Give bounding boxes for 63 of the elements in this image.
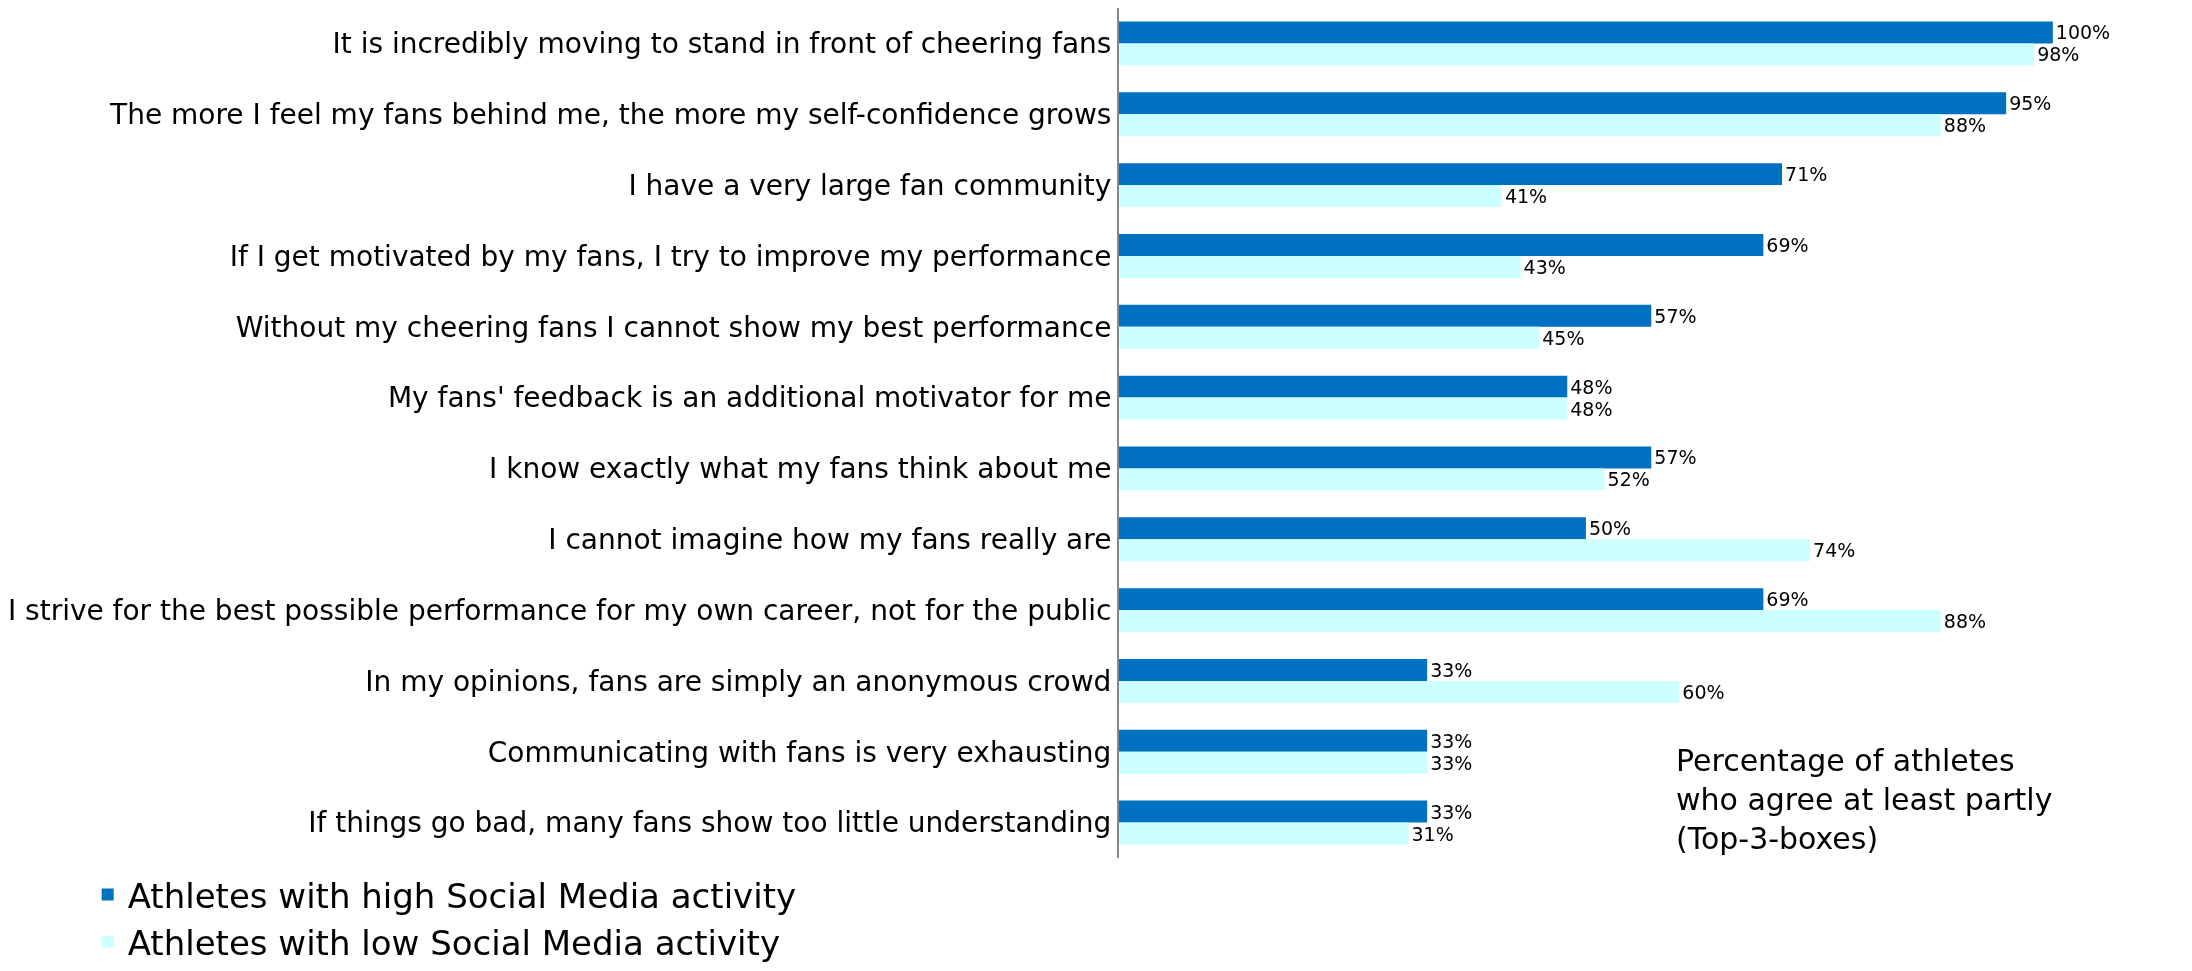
bar <box>1119 163 1783 186</box>
y-tick-label: I strive for the best possible performance for my own career, not for the public <box>7 593 1112 627</box>
bar <box>1119 822 1409 845</box>
bar <box>1119 446 1652 469</box>
data-label: 60% <box>1682 680 1725 703</box>
y-tick-label: Without my cheering fans I cannot show my best performance <box>235 310 1112 344</box>
bar <box>1119 114 1941 137</box>
data-label: 43% <box>1523 255 1566 278</box>
legend-label: Athletes with low Social Media activity <box>127 923 781 964</box>
data-label: 69% <box>1766 588 1809 611</box>
y-tick-label: If things go bad, many fans show too little understanding <box>308 806 1112 840</box>
bar <box>1119 21 2053 44</box>
data-label: 100% <box>2055 21 2111 44</box>
data-label: 33% <box>1430 729 1473 752</box>
y-tick-label: I have a very large fan community <box>628 168 1112 202</box>
bar <box>1119 468 1605 491</box>
bar <box>1119 92 2007 115</box>
data-label: 98% <box>2037 43 2080 66</box>
bar <box>1119 800 1428 823</box>
data-label: 33% <box>1430 751 1473 774</box>
bar <box>1119 751 1428 774</box>
bar <box>1119 610 1941 633</box>
bar <box>1119 397 1568 420</box>
data-label: 52% <box>1607 468 1650 491</box>
bar <box>1119 233 1764 256</box>
bar <box>1119 326 1540 349</box>
legend-label: Athletes with high Social Media activity <box>127 875 797 916</box>
bar <box>1119 729 1428 752</box>
y-tick-label: It is incredibly moving to stand in front of cheering fans <box>332 27 1112 61</box>
bar <box>1119 304 1652 327</box>
annotation: Percentage of athletes who agree at least partly (Top-3-boxes) <box>1676 743 2053 856</box>
bar <box>1119 680 1680 703</box>
data-label: 88% <box>1943 114 1987 137</box>
y-tick-label: I know exactly what my fans think about me <box>489 452 1112 486</box>
data-label: 33% <box>1430 658 1473 681</box>
data-label: 57% <box>1654 446 1697 469</box>
y-tick-label: I cannot imagine how my fans really are <box>548 523 1112 557</box>
data-label: 48% <box>1570 375 1613 398</box>
data-label: 74% <box>1813 539 1856 562</box>
bar <box>1119 255 1521 278</box>
bar <box>1119 43 2035 66</box>
data-label: 33% <box>1430 800 1473 823</box>
bar <box>1119 185 1502 208</box>
data-label: 45% <box>1542 326 1585 349</box>
data-label: 95% <box>2009 92 2052 115</box>
bar <box>1119 539 1811 562</box>
data-label: 57% <box>1654 304 1697 327</box>
data-label: 69% <box>1766 233 1809 256</box>
bar <box>1119 658 1428 681</box>
y-tick-label: My fans' feedback is an additional motivator for me <box>387 381 1112 415</box>
y-tick-label: In my opinions, fans are simply an anonymous crowd <box>365 664 1112 698</box>
data-label: 71% <box>1785 163 1828 186</box>
y-tick-label: Communicating with fans is very exhausting <box>487 735 1112 769</box>
data-label: 48% <box>1570 397 1613 420</box>
y-tick-label: The more I feel my fans behind me, the more my self-confidence grows <box>109 98 1112 132</box>
data-label: 41% <box>1504 185 1548 208</box>
bar <box>1119 588 1764 611</box>
data-label: 50% <box>1588 517 1632 540</box>
y-tick-label: If I get motivated by my fans, I try to improve my performance <box>229 239 1112 273</box>
data-label: 88% <box>1943 610 1987 633</box>
bar <box>1119 375 1568 398</box>
data-label: 31% <box>1411 822 1454 845</box>
bar <box>1119 517 1586 540</box>
